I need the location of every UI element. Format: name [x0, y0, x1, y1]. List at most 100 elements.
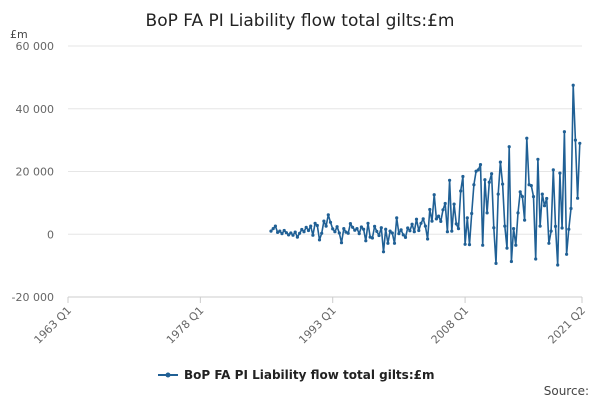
data-point	[390, 231, 394, 235]
data-point	[558, 171, 562, 175]
data-point	[423, 224, 427, 228]
data-point	[388, 229, 392, 233]
data-point	[317, 238, 322, 242]
data-point	[395, 216, 399, 220]
data-point	[470, 211, 474, 216]
data-point	[569, 206, 573, 211]
data-point	[397, 232, 401, 236]
data-point	[461, 174, 465, 179]
gridlines	[67, 45, 583, 303]
data-point	[399, 228, 403, 232]
data-point	[536, 157, 540, 161]
data-point	[421, 217, 425, 221]
data-point	[503, 224, 507, 228]
data-point	[454, 222, 458, 226]
data-point	[547, 241, 551, 245]
data-point	[359, 225, 363, 229]
data-point	[551, 168, 555, 172]
data-point	[379, 226, 383, 230]
data-point	[366, 221, 370, 225]
data-point	[478, 163, 483, 167]
data-point	[381, 250, 386, 254]
data-point	[337, 231, 341, 235]
data-point	[434, 217, 438, 221]
data-point	[282, 228, 286, 233]
data-point	[542, 204, 547, 208]
data-point	[300, 227, 304, 232]
data-point	[346, 231, 350, 235]
data-point	[410, 222, 414, 226]
y-tick-label: 40 000	[16, 103, 55, 116]
data-point	[304, 225, 308, 229]
data-point	[578, 141, 582, 145]
data-point	[313, 221, 317, 225]
data-point	[481, 243, 485, 247]
x-tick-label: 2021 Q2	[546, 304, 589, 347]
legend-marker-icon	[165, 372, 171, 378]
data-point	[511, 227, 516, 231]
data-point	[284, 231, 288, 235]
data-point	[333, 230, 337, 234]
data-point	[496, 192, 500, 196]
data-point	[335, 225, 339, 229]
data-point	[271, 227, 275, 231]
data-point	[487, 180, 491, 184]
data-point	[375, 229, 379, 233]
data-point	[507, 145, 511, 149]
data-point	[505, 246, 509, 250]
data-point	[432, 193, 436, 197]
data-point	[540, 192, 544, 196]
source-label: Source:	[544, 384, 589, 398]
data-point	[403, 235, 408, 239]
chart-title: BoP FA PI Liability flow total gilts:£m	[146, 11, 455, 31]
data-point	[373, 224, 377, 228]
data-point	[412, 230, 416, 234]
data-point	[531, 195, 536, 199]
data-point	[467, 243, 472, 247]
x-tick-label: 1963 Q1	[32, 304, 75, 347]
data-point	[523, 218, 527, 222]
data-point	[302, 230, 306, 234]
data-point	[437, 214, 441, 218]
y-axis-unit-label: £m	[10, 28, 28, 41]
data-point	[556, 263, 560, 267]
data-point	[280, 232, 284, 236]
data-point	[311, 233, 315, 237]
data-point	[357, 232, 361, 236]
data-point	[443, 201, 447, 206]
data-point	[324, 224, 328, 228]
y-tick-label: 20 000	[16, 166, 55, 179]
data-point	[448, 178, 452, 182]
series-group	[269, 83, 582, 267]
data-point	[549, 229, 553, 233]
data-point	[295, 235, 299, 239]
data-point	[576, 196, 580, 200]
data-point	[315, 223, 319, 228]
data-point	[459, 189, 463, 193]
data-point	[386, 241, 390, 245]
data-point	[553, 224, 558, 228]
y-tick-label: 0	[47, 228, 54, 241]
data-point	[377, 233, 381, 238]
x-axis-tick-labels: 1963 Q1 1978 Q1 1993 Q1 2008 Q1 2021 Q2	[32, 304, 589, 347]
data-point	[353, 228, 357, 232]
data-point	[320, 231, 324, 235]
legend[interactable]: BoP FA PI Liability flow total gilts:£m	[158, 368, 434, 382]
data-point	[476, 168, 480, 172]
y-tick-label: 60 000	[16, 40, 55, 53]
data-point	[273, 224, 277, 228]
data-point	[293, 230, 297, 234]
data-point	[501, 182, 505, 186]
data-point	[514, 243, 518, 247]
data-point	[525, 136, 529, 140]
data-point	[364, 239, 368, 243]
x-tick-label: 1993 Q1	[296, 304, 339, 347]
data-point	[351, 225, 355, 229]
data-point	[450, 229, 454, 233]
data-point	[441, 208, 445, 212]
data-point	[492, 226, 496, 230]
data-point	[328, 220, 333, 224]
data-point	[567, 227, 571, 231]
data-point	[306, 228, 311, 233]
data-point	[291, 233, 295, 237]
